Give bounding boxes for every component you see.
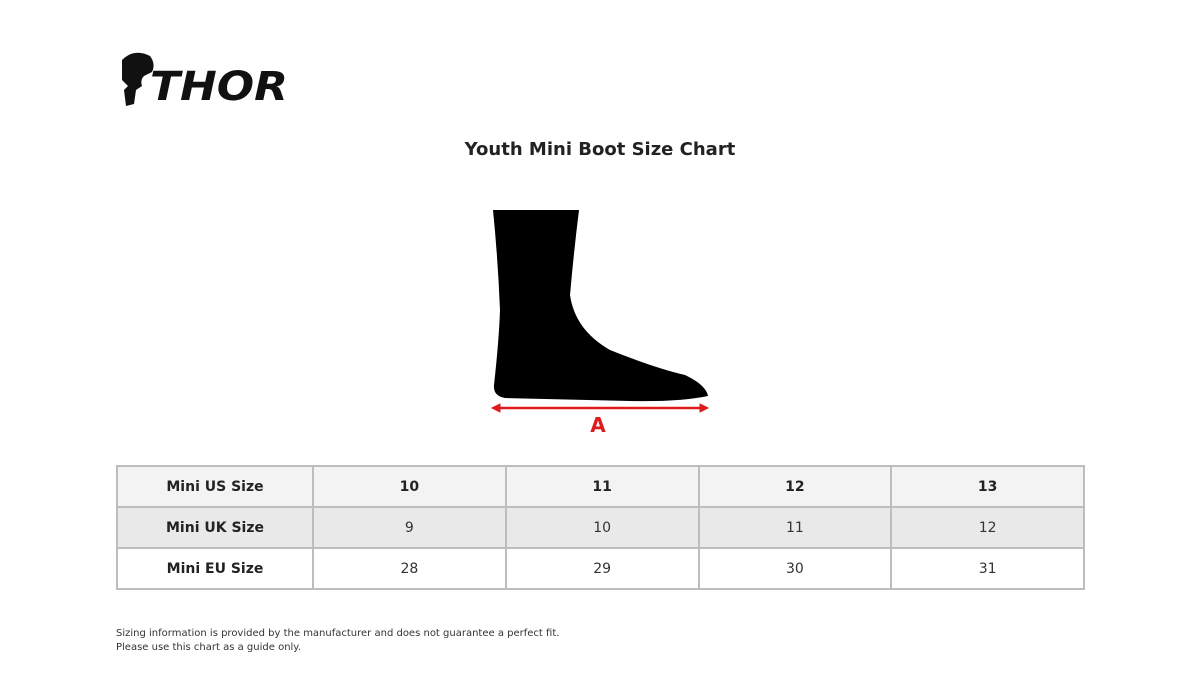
cell: 28 [312,547,507,590]
cell: 10 [312,465,507,508]
cell: 29 [504,547,700,590]
cell: 11 [504,465,700,508]
cell: 12 [890,506,1085,549]
row-label: Mini UK Size [116,506,314,549]
boot-silhouette [493,210,708,402]
cell: 13 [890,465,1085,508]
disclaimer-line: Please use this chart as a guide only. [116,642,301,653]
thor-logo: THOR [122,52,288,108]
table-row: Mini UK Size 9 10 11 12 [116,506,1085,549]
measurement-label: A [590,413,606,437]
row-label: Mini EU Size [116,547,314,590]
size-table: Mini US Size 10 11 12 13 Mini UK Size 9 … [116,465,1085,590]
svg-text:THOR: THOR [150,64,288,108]
cell: 30 [697,547,893,590]
cell: 11 [697,506,893,549]
table-row: Mini EU Size 28 29 30 31 [116,547,1085,590]
page-title: Youth Mini Boot Size Chart [464,139,736,160]
row-label: Mini US Size [116,465,314,508]
cell: 31 [890,547,1085,590]
disclaimer: Sizing information is provided by the ma… [116,627,559,655]
measurement-arrow [490,403,710,413]
cell: 12 [697,465,893,508]
disclaimer-line: Sizing information is provided by the ma… [116,628,560,639]
table-row: Mini US Size 10 11 12 13 [116,465,1085,508]
boot-diagram: A [490,210,710,437]
cell: 10 [504,506,700,549]
cell: 9 [312,506,507,549]
